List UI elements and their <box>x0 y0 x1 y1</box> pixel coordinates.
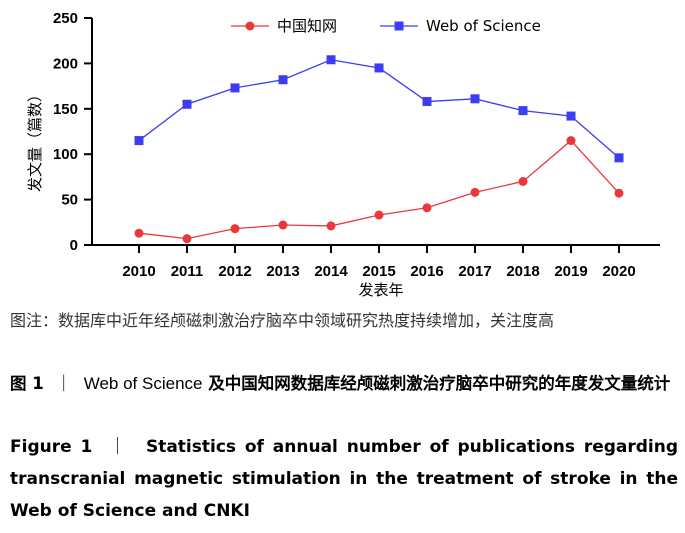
data-point-circle <box>518 176 528 186</box>
y-tick-label: 0 <box>70 237 78 254</box>
y-axis-ticks: 0 50 100 150 200 250 <box>53 10 92 254</box>
series-line-0 <box>138 139 620 240</box>
y-axis-title: 发文量（篇数） <box>26 87 44 192</box>
data-point-square <box>614 153 624 163</box>
data-point-square <box>518 106 528 116</box>
y-tick-label: 50 <box>61 192 78 209</box>
y-tick-label: 100 <box>53 146 78 163</box>
data-point-circle <box>278 220 288 230</box>
y-tick-label: 200 <box>53 55 78 72</box>
x-tick-label: 2013 <box>266 263 299 280</box>
x-tick-label: 2011 <box>171 263 204 280</box>
legend-label: 中国知网 <box>277 17 337 35</box>
data-point-square <box>278 75 288 85</box>
legend-label: Web of Science <box>426 17 541 35</box>
figure-label-cn: 图 1 <box>10 374 44 393</box>
figure-label-en: Figure 1 <box>10 437 93 457</box>
data-point-square <box>182 99 192 109</box>
caption-separator-en: ｜ <box>109 437 130 457</box>
figure-note: 图注：数据库中近年经颅磁刺激治疗脑卒中领域研究热度持续增加，关注度高 <box>10 311 555 330</box>
x-tick-label: 2018 <box>506 263 539 280</box>
x-tick-label: 2010 <box>122 263 155 280</box>
data-point-circle <box>422 203 432 213</box>
data-point-circle <box>614 188 624 198</box>
data-point-circle <box>470 187 480 197</box>
x-tick-label: 2019 <box>554 263 587 280</box>
caption-separator: ｜ <box>55 374 72 393</box>
data-point-square <box>422 97 432 107</box>
data-point-circle <box>134 228 144 238</box>
y-tick-label: 250 <box>53 10 78 27</box>
y-tick-label: 150 <box>53 101 78 118</box>
figure-caption-cn: 图 1 ｜ Web of Science 及中国知网数据库经颅磁刺激治疗脑卒中研… <box>10 368 678 400</box>
data-point-square <box>374 63 384 73</box>
legend: 中国知网 Web of Science <box>231 17 541 35</box>
data-point-circle <box>566 136 576 146</box>
x-tick-label: 2012 <box>218 263 251 280</box>
x-tick-label: 2014 <box>314 263 348 280</box>
data-point-square <box>326 55 336 65</box>
series-layer <box>134 55 624 244</box>
data-point-square <box>566 111 576 121</box>
legend-marker-square <box>394 21 404 31</box>
line-chart: 0 50 100 150 200 250 2010 2011 2012 2013 2014 2015… <box>26 10 660 299</box>
x-tick-label: 2015 <box>362 263 395 280</box>
x-tick-label: 2017 <box>458 263 491 280</box>
caption-source-name: Web of Science <box>83 374 203 393</box>
data-point-circle <box>374 210 384 220</box>
figure-title-cn: 及中国知网数据库经颅磁刺激治疗脑卒中研究的年度发文量统计 <box>202 374 671 393</box>
data-point-square <box>230 83 240 93</box>
x-axis-title: 发表年 <box>358 281 403 299</box>
data-point-circle <box>326 221 336 231</box>
figure-caption-en: Figure 1 ｜ Statistics of annual number o… <box>10 431 678 527</box>
data-point-square <box>134 136 144 146</box>
data-point-circle <box>182 234 192 244</box>
series-line-1 <box>138 59 620 159</box>
x-tick-label: 2020 <box>602 263 635 280</box>
legend-marker-circle <box>245 21 255 31</box>
figure-title-en: Statistics of annual number of publicati… <box>10 437 679 521</box>
x-tick-label: 2016 <box>410 263 443 280</box>
data-point-square <box>470 94 480 104</box>
x-axis-ticks: 2010 2011 2012 2013 2014 2015 2016 2017 2018 2019… <box>122 245 636 280</box>
data-point-circle <box>230 224 240 234</box>
axes <box>91 18 660 246</box>
